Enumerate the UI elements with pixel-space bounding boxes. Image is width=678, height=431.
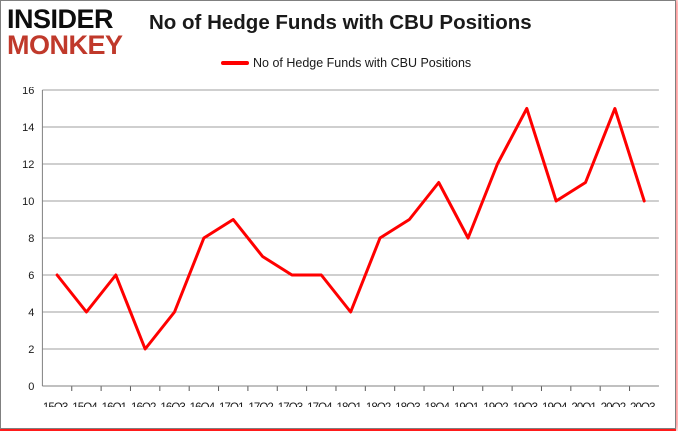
svg-text:18Q4: 18Q4 [425,402,451,407]
svg-text:16Q3: 16Q3 [160,402,185,407]
svg-text:14: 14 [22,122,34,134]
svg-text:19Q1: 19Q1 [454,402,479,407]
svg-text:16Q1: 16Q1 [102,402,127,407]
svg-text:20Q2: 20Q2 [601,402,626,407]
svg-text:12: 12 [22,159,34,171]
svg-text:10: 10 [22,196,34,208]
svg-text:16Q4: 16Q4 [190,402,216,407]
svg-text:19Q4: 19Q4 [542,402,568,407]
svg-text:19Q3: 19Q3 [513,402,538,407]
svg-text:17Q1: 17Q1 [219,402,244,407]
svg-text:15Q4: 15Q4 [72,402,98,407]
svg-text:0: 0 [28,381,34,393]
svg-text:20Q3: 20Q3 [630,402,655,407]
svg-text:18Q1: 18Q1 [336,402,361,407]
svg-text:19Q2: 19Q2 [483,402,508,407]
svg-text:18Q2: 18Q2 [366,402,391,407]
svg-text:20Q1: 20Q1 [571,402,596,407]
svg-text:17Q3: 17Q3 [278,402,303,407]
svg-text:18Q3: 18Q3 [395,402,420,407]
svg-text:17Q2: 17Q2 [248,402,273,407]
svg-text:16: 16 [22,87,34,97]
svg-text:2: 2 [28,344,34,356]
svg-text:16Q2: 16Q2 [131,402,156,407]
svg-text:15Q3: 15Q3 [43,402,68,407]
svg-text:6: 6 [28,270,34,282]
svg-text:4: 4 [28,307,34,319]
svg-text:8: 8 [28,233,34,245]
svg-text:17Q4: 17Q4 [307,402,333,407]
